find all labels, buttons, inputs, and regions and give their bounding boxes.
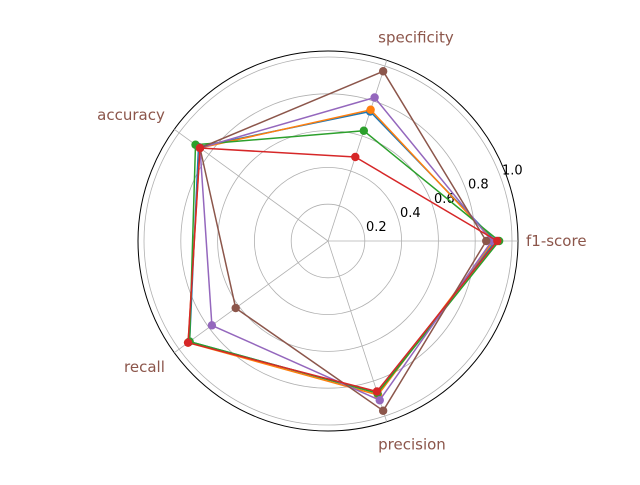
axis-label-recall: recall [124, 358, 165, 376]
radial-tick-label: 0.6 [434, 192, 455, 207]
data-point [359, 126, 369, 135]
data-point [231, 303, 240, 313]
data-point [378, 67, 388, 76]
grid-spoke [174, 240, 329, 354]
radial-tick-label: 0.4 [400, 206, 421, 221]
series-line [199, 70, 487, 412]
data-point [207, 321, 217, 330]
radial-tick-labels: 0.2 0.4 0.6 0.8 1.0 [366, 164, 523, 235]
axis-label-specificity: specificity [378, 28, 454, 46]
series-line [187, 147, 499, 393]
axis-labels: f1-score specificity accuracy recall precisi… [97, 28, 586, 453]
axis-label-precision: precision [378, 436, 446, 454]
radial-tick-label: 1.0 [502, 164, 523, 179]
grid-spoke [327, 60, 388, 242]
data-point [378, 406, 388, 415]
radial-tick-label: 0.8 [468, 178, 489, 193]
data-point [375, 396, 384, 405]
series-line [187, 109, 495, 396]
data-point [366, 105, 375, 114]
data-point [372, 387, 382, 396]
data-point [195, 143, 205, 153]
series-layer [183, 67, 504, 415]
radial-tick-label: 0.2 [366, 220, 387, 235]
data-point [482, 236, 491, 246]
axis-label-f1-score: f1-score [526, 232, 587, 250]
data-point [370, 93, 379, 102]
data-point [493, 236, 502, 246]
data-point [183, 338, 193, 347]
series-line [188, 110, 497, 394]
axis-label-accuracy: accuracy [97, 106, 165, 124]
series-line [188, 130, 500, 394]
data-point [351, 152, 360, 162]
series-6 [183, 143, 502, 396]
series-line [199, 96, 493, 401]
